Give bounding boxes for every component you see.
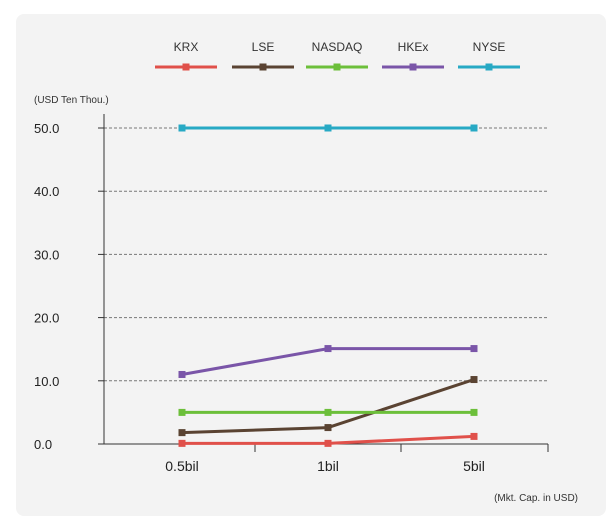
legend-label: NASDAQ <box>312 40 363 54</box>
legend-swatch-marker <box>333 63 341 71</box>
y-tick-label: 20.0 <box>34 311 59 326</box>
data-point <box>324 345 332 353</box>
data-point <box>178 124 186 132</box>
data-point <box>324 439 332 447</box>
legend-item-hkex: HKEx <box>382 40 444 71</box>
data-point <box>178 370 186 378</box>
x-axis-label: (Mkt. Cap. in USD) <box>494 493 578 504</box>
data-point <box>470 408 478 416</box>
data-point <box>470 345 478 353</box>
data-point <box>470 376 478 384</box>
series-lse <box>178 376 478 437</box>
legend-item-nasdaq: NASDAQ <box>306 40 368 71</box>
legend-label: KRX <box>174 40 199 54</box>
legend: KRX LSE NASDAQ HKEx NYSE <box>155 40 520 71</box>
data-point <box>470 432 478 440</box>
legend-swatch-marker <box>182 63 190 71</box>
legend-swatch-marker <box>409 63 417 71</box>
series-nyse <box>178 124 478 132</box>
x-tick-labels: 0.5bil 1bil 5bil <box>165 458 485 474</box>
y-tick-label: 50.0 <box>34 121 59 136</box>
chart-panel <box>16 14 606 516</box>
y-tick-label: 10.0 <box>34 374 59 389</box>
legend-label: LSE <box>252 40 275 54</box>
legend-item-krx: KRX <box>155 40 217 71</box>
axes <box>98 114 549 452</box>
gridlines <box>98 127 548 445</box>
series-line <box>181 347 474 376</box>
data-point <box>178 429 186 437</box>
data-point <box>324 424 332 432</box>
y-tick-label: 40.0 <box>34 184 59 199</box>
x-tick-label: 0.5bil <box>165 458 198 474</box>
legend-swatch-marker <box>485 63 493 71</box>
legend-swatch-marker <box>259 63 267 71</box>
series-hkex <box>178 345 478 378</box>
series-krx <box>178 432 478 447</box>
series-lines <box>178 124 478 447</box>
y-tick-labels: 0.0 10.0 20.0 30.0 40.0 50.0 <box>34 121 59 452</box>
data-point <box>324 124 332 132</box>
legend-item-nyse: NYSE <box>458 40 520 71</box>
x-tick-label: 1bil <box>317 458 339 474</box>
legend-label: NYSE <box>473 40 506 54</box>
legend-label: HKEx <box>398 40 429 54</box>
x-tick-label: 5bil <box>463 458 485 474</box>
data-point <box>178 408 186 416</box>
y-tick-label: 30.0 <box>34 247 59 262</box>
series-nasdaq <box>178 408 478 416</box>
data-point <box>324 408 332 416</box>
legend-item-lse: LSE <box>232 40 294 71</box>
y-axis-label: (USD Ten Thou.) <box>34 95 109 106</box>
y-tick-label: 0.0 <box>34 437 52 452</box>
data-point <box>178 439 186 447</box>
data-point <box>470 124 478 132</box>
